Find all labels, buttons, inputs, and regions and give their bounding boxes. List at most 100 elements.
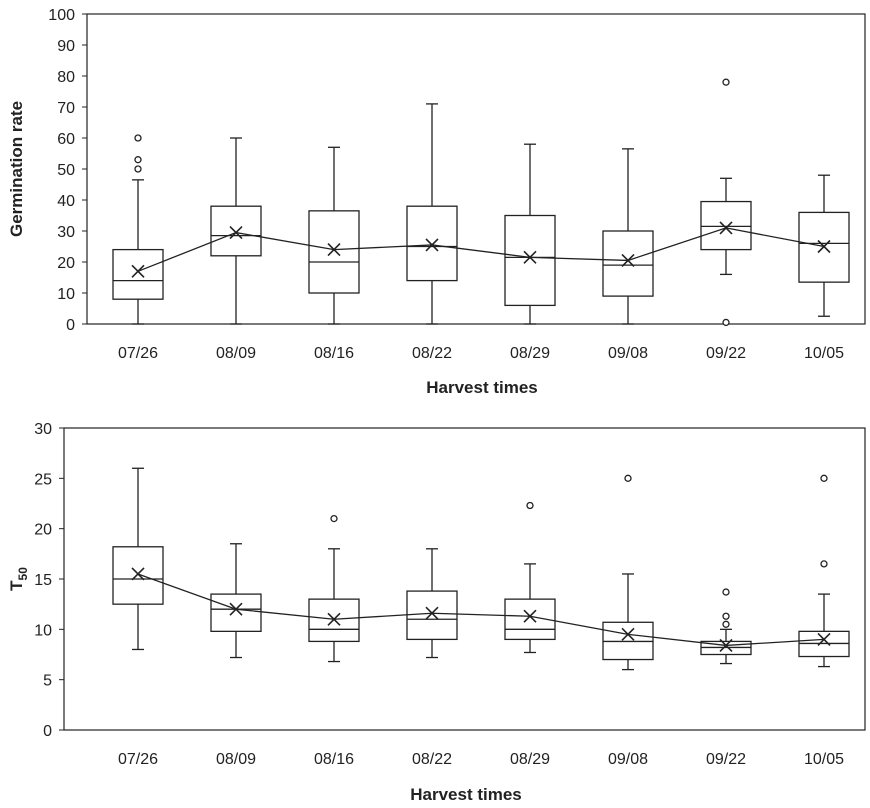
y-tick-label: 50	[57, 162, 75, 179]
y-tick-label: 25	[34, 471, 52, 488]
mean-marker	[425, 238, 439, 252]
iqr-box	[308, 210, 360, 294]
y-tick-label: 5	[43, 673, 52, 690]
y-tick-label: 0	[66, 317, 75, 334]
outlier-point	[134, 156, 142, 164]
iqr-box	[504, 214, 556, 307]
x-axis-label: Harvest times	[426, 378, 538, 397]
mean-marker	[523, 609, 537, 623]
y-axis-label-main: T	[7, 580, 26, 591]
outlier-point	[134, 165, 142, 173]
x-tick-label: 08/29	[510, 751, 550, 768]
y-tick-label: 20	[57, 255, 75, 272]
mean-marker	[131, 567, 145, 581]
y-tick-label: 60	[57, 131, 75, 148]
outlier-point	[722, 318, 730, 327]
box-08-22	[406, 548, 458, 659]
mean-marker	[229, 602, 243, 616]
y-tick-label: 100	[48, 7, 75, 24]
outlier-point	[624, 474, 632, 482]
box-09-22	[700, 78, 752, 327]
plot-frame	[63, 427, 866, 731]
outlier-point	[722, 612, 730, 620]
iqr-box	[602, 230, 654, 297]
y-tick-label: 90	[57, 38, 75, 55]
iqr-box	[112, 546, 164, 605]
x-tick-label: 07/26	[118, 345, 158, 362]
box-09-08	[602, 148, 654, 325]
y-tick-label: 70	[57, 100, 75, 117]
mean-marker	[229, 225, 243, 240]
mean-marker	[817, 239, 831, 254]
y-tick-label: 30	[34, 421, 52, 438]
mean-line	[137, 573, 825, 647]
x-tick-label: 08/22	[412, 751, 452, 768]
mean-marker	[425, 606, 439, 620]
iqr-box	[406, 205, 458, 282]
box-08-16	[308, 514, 360, 663]
box-08-22	[406, 103, 458, 325]
mean-marker	[327, 612, 341, 626]
outlier-point	[820, 560, 828, 568]
outlier-point	[820, 474, 828, 482]
y-tick-label: 20	[34, 522, 52, 539]
x-tick-label: 08/09	[216, 751, 256, 768]
mean-marker	[621, 253, 635, 268]
x-tick-label: 09/08	[608, 345, 648, 362]
box-08-09	[210, 543, 262, 659]
mean-marker	[327, 243, 341, 257]
mean-marker	[621, 627, 635, 641]
x-tick-label: 08/16	[314, 751, 354, 768]
x-tick-label: 09/08	[608, 751, 648, 768]
y-tick-label: 30	[57, 224, 75, 241]
x-tick-label: 08/16	[314, 345, 354, 362]
x-tick-label: 08/22	[412, 345, 452, 362]
iqr-box	[210, 205, 262, 257]
mean-marker	[719, 221, 733, 235]
box-10-05	[798, 474, 850, 668]
y-axis-label: Germination rate	[7, 101, 26, 237]
plot-frame	[86, 13, 866, 325]
box-09-22	[700, 588, 752, 665]
box-09-08	[602, 474, 654, 671]
y-tick-label: 10	[34, 622, 52, 639]
box-08-29	[504, 501, 556, 654]
outlier-point	[526, 501, 534, 510]
x-tick-label: 09/22	[706, 751, 746, 768]
chart-1: 0 10 20 30 40 50 60 70 80 90 100 07/26 08/09 08/16 08/…	[7, 7, 866, 397]
x-tick-label: 08/09	[216, 345, 256, 362]
box-07-26	[112, 467, 164, 651]
mean-marker	[131, 264, 145, 278]
outlier-point	[722, 620, 730, 628]
y-tick-label: 0	[43, 723, 52, 740]
x-tick-label: 08/29	[510, 345, 550, 362]
chart-2: 0 5 10 15 20 25 30 07/26 08/09 08/16 08/22 08/29 09/…	[7, 421, 866, 804]
outlier-point	[722, 588, 730, 596]
outlier-point	[722, 78, 730, 86]
x-tick-label: 09/22	[706, 345, 746, 362]
iqr-box	[112, 248, 164, 300]
x-tick-label: 07/26	[118, 751, 158, 768]
box-08-16	[308, 146, 360, 325]
outlier-point	[330, 514, 338, 523]
x-tick-label: 10/05	[804, 345, 844, 362]
y-tick-label: 40	[57, 193, 75, 210]
iqr-box	[210, 593, 262, 632]
y-tick-label: 10	[57, 286, 75, 303]
box-08-09	[210, 137, 262, 325]
mean-marker	[719, 638, 733, 653]
iqr-box	[406, 590, 458, 641]
mean-marker	[817, 632, 831, 646]
x-axis-label: Harvest times	[410, 785, 522, 804]
mean-line	[137, 227, 825, 272]
y-axis-label-subscript: 50	[16, 567, 30, 581]
y-tick-label: 15	[34, 572, 52, 589]
mean-marker	[523, 250, 537, 264]
box-08-29	[504, 143, 556, 325]
y-tick-label: 80	[57, 69, 75, 86]
box-07-26	[112, 134, 164, 325]
outlier-point	[134, 134, 142, 142]
x-tick-label: 10/05	[804, 751, 844, 768]
iqr-box	[700, 200, 752, 251]
